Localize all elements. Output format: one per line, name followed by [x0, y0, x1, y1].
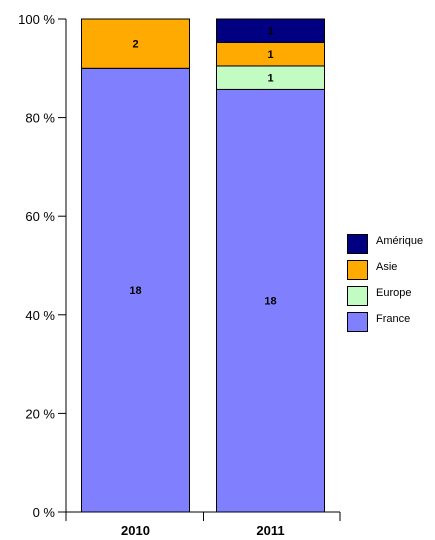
legend-label: Europe: [376, 287, 411, 299]
legend-swatch: [347, 234, 368, 254]
data-label: 1: [267, 73, 273, 85]
legend-label: Asie: [376, 261, 397, 273]
legend: Amérique Asie Europe France: [347, 234, 423, 332]
bar-segment-amérique: [216, 18, 325, 43]
data-label: 18: [129, 285, 141, 297]
axes: 0 % 20 % 40 % 60 % 80 % 100 % 2010 2011: [18, 12, 341, 538]
legend-label: Amérique: [376, 235, 423, 247]
legend-swatch: [347, 260, 368, 280]
y-tick-label: 60 %: [25, 209, 55, 224]
y-tick-label: 80 %: [25, 111, 55, 126]
data-label: 18: [264, 296, 276, 308]
y-tick-label: 0 %: [33, 505, 56, 520]
bar-segment-france: [216, 88, 325, 513]
bar-segment-france: [81, 67, 190, 513]
y-tick-label: 20 %: [25, 406, 55, 421]
data-label: 1: [267, 49, 273, 61]
legend-swatch: [347, 312, 368, 332]
y-tick-label: 100 %: [18, 12, 55, 27]
data-label: 2: [132, 39, 138, 51]
y-tick-label: 40 %: [25, 308, 55, 323]
legend-label: France: [376, 313, 410, 325]
data-label: 1: [267, 26, 273, 38]
x-category-label: 2010: [121, 523, 150, 538]
bars: 18 2 18 1 1 1: [81, 18, 325, 513]
x-category-label: 2011: [256, 523, 284, 538]
legend-swatch: [347, 286, 368, 306]
bar-segment-asie: [81, 18, 190, 69]
